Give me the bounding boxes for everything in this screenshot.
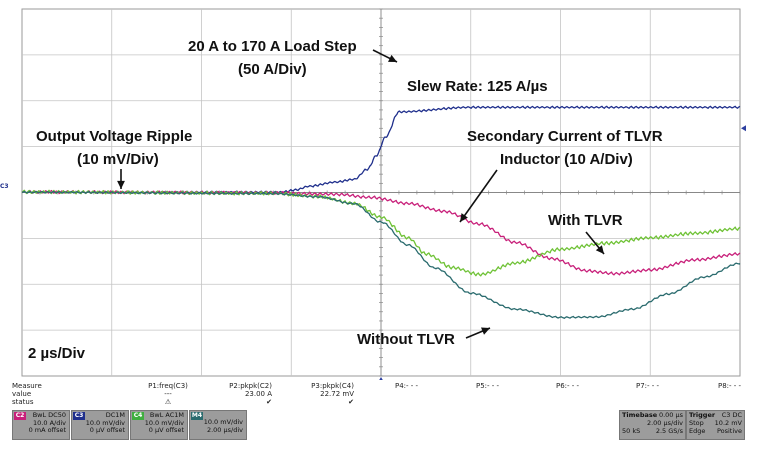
trigger-marker <box>379 377 383 380</box>
channel-c3-tag: C3 <box>73 412 85 420</box>
trigger-box[interactable]: Trigger C3 DC Stop 10.2 mV Edge Positive <box>686 410 745 440</box>
level-marker <box>741 125 746 132</box>
check-icon: ✔ <box>266 398 272 406</box>
channel-c2-coupling: BwL DC50 <box>32 411 66 419</box>
warning-icon: ⚠ <box>164 398 172 406</box>
channel-m4-box[interactable]: M4 10.0 mV/div 2.00 µs/div <box>189 410 247 440</box>
channel-m4-scale: 10.0 mV/div <box>203 418 243 426</box>
measure-p3-value: 22.72 mV <box>320 390 354 398</box>
arrow-load-step-head <box>388 54 397 62</box>
measure-status-label: status <box>12 398 34 406</box>
measure-p4[interactable]: P4:- - - <box>395 382 419 390</box>
measure-p6[interactable]: P6:- - - <box>556 382 580 390</box>
trigger-slope: Positive <box>716 427 742 435</box>
arrow-with-tlvr-head <box>595 245 604 254</box>
timebase-per-div: 2.00 µs/div <box>646 419 683 427</box>
timebase-title: Timebase <box>622 411 658 419</box>
measure-p3-name: P3:pkpk(C4) <box>311 382 354 390</box>
channel-marker: C3 <box>0 183 9 190</box>
annot-secondary-current: Secondary Current of TLVR <box>467 128 663 145</box>
channel-c4-scale: 10.0 mV/div <box>144 418 184 427</box>
annot-ripple-scale: (10 mV/Div) <box>77 151 159 168</box>
measure-p1-name: P1:freq(C3) <box>148 382 188 390</box>
measure-p2-value: 23.00 A <box>244 390 272 398</box>
trigger-source: C3 DC <box>721 411 742 419</box>
channel-c2-box[interactable]: C2 BwL DC50 10.0 A/div 0 mA offset <box>12 410 70 440</box>
annot-slew-rate: Slew Rate: 125 A/µs <box>407 78 548 95</box>
measure-panel: Measure value status P1:freq(C3) --- ⚠ P… <box>0 380 757 410</box>
measure-title: Measure <box>12 382 42 390</box>
timebase-samples: 50 kS <box>622 427 641 435</box>
annot-secondary-scale: Inductor (10 A/Div) <box>500 151 633 168</box>
channel-m4-timescale: 2.00 µs/div <box>206 425 243 434</box>
check-icon: ✔ <box>348 398 354 406</box>
trigger-mode: Stop <box>689 419 704 427</box>
annot-with-tlvr: With TLVR <box>548 212 623 229</box>
annot-ripple: Output Voltage Ripple <box>36 128 193 145</box>
channel-c2-scale: 10.0 A/div <box>33 418 66 427</box>
waveform-plot <box>21 8 746 380</box>
arrow-secondary-shaft <box>459 169 498 223</box>
measure-value-label: value <box>12 390 32 398</box>
annotation-arrows <box>117 49 605 339</box>
trigger-type: Edge <box>689 427 706 435</box>
channel-c4-box[interactable]: C4 BwL AC1M 10.0 mV/div 0 µV offset <box>130 410 188 440</box>
channel-c3-scale: 10.0 mV/div <box>85 418 125 427</box>
annot-without-tlvr: Without TLVR <box>357 331 455 348</box>
channel-m4-tag: M4 <box>191 412 203 420</box>
channel-c4-coupling: BwL AC1M <box>149 411 184 419</box>
channel-c3-offset: 0 µV offset <box>89 426 125 434</box>
waveforms <box>21 105 741 319</box>
trigger-level: 10.2 mV <box>714 419 742 427</box>
channel-c4-offset: 0 µV offset <box>148 426 184 434</box>
measure-p8[interactable]: P8:- - - <box>718 382 742 390</box>
annot-load-step-scale: (50 A/Div) <box>238 61 307 78</box>
timebase-rate: 2.5 GS/s <box>655 427 683 435</box>
measure-p1[interactable]: P1:freq(C3) --- ⚠ <box>138 382 198 406</box>
channel-c3-coupling: DC1M <box>105 411 125 419</box>
annot-load-step: 20 A to 170 A Load Step <box>188 38 357 55</box>
scope-screen: 20 A to 170 A Load Step (50 A/Div) Slew … <box>0 8 746 380</box>
measure-p5[interactable]: P5:- - - <box>476 382 500 390</box>
channel-c2-tag: C2 <box>14 412 26 420</box>
measure-p1-value: --- <box>164 390 172 398</box>
trigger-title: Trigger <box>689 411 716 419</box>
measure-labels: Measure value status <box>12 382 42 406</box>
timebase-delay: 0.00 µs <box>658 411 683 419</box>
timebase-box[interactable]: Timebase 0.00 µs 2.00 µs/div 50 kS 2.5 G… <box>619 410 686 440</box>
arrow-without-tlvr-head <box>481 327 490 335</box>
annot-timebase: 2 µs/Div <box>28 345 86 362</box>
measure-p2-name: P2:pkpk(C2) <box>229 382 272 390</box>
channel-c3-box[interactable]: C3 DC1M 10.0 mV/div 0 µV offset <box>71 410 129 440</box>
channel-bar: C2 BwL DC50 10.0 A/div 0 mA offset C3 DC1M… <box>0 410 757 450</box>
arrow-ripple-head <box>117 180 125 189</box>
channel-c2-offset: 0 mA offset <box>28 426 66 434</box>
channel-c4-tag: C4 <box>132 412 144 420</box>
measure-p2[interactable]: P2:pkpk(C2) 23.00 A ✔ <box>210 382 272 406</box>
series-line-3 <box>21 190 741 319</box>
arrow-secondary-head <box>460 213 468 222</box>
measure-p3[interactable]: P3:pkpk(C4) 22.72 mV ✔ <box>292 382 354 406</box>
measure-p7[interactable]: P7:- - - <box>636 382 660 390</box>
